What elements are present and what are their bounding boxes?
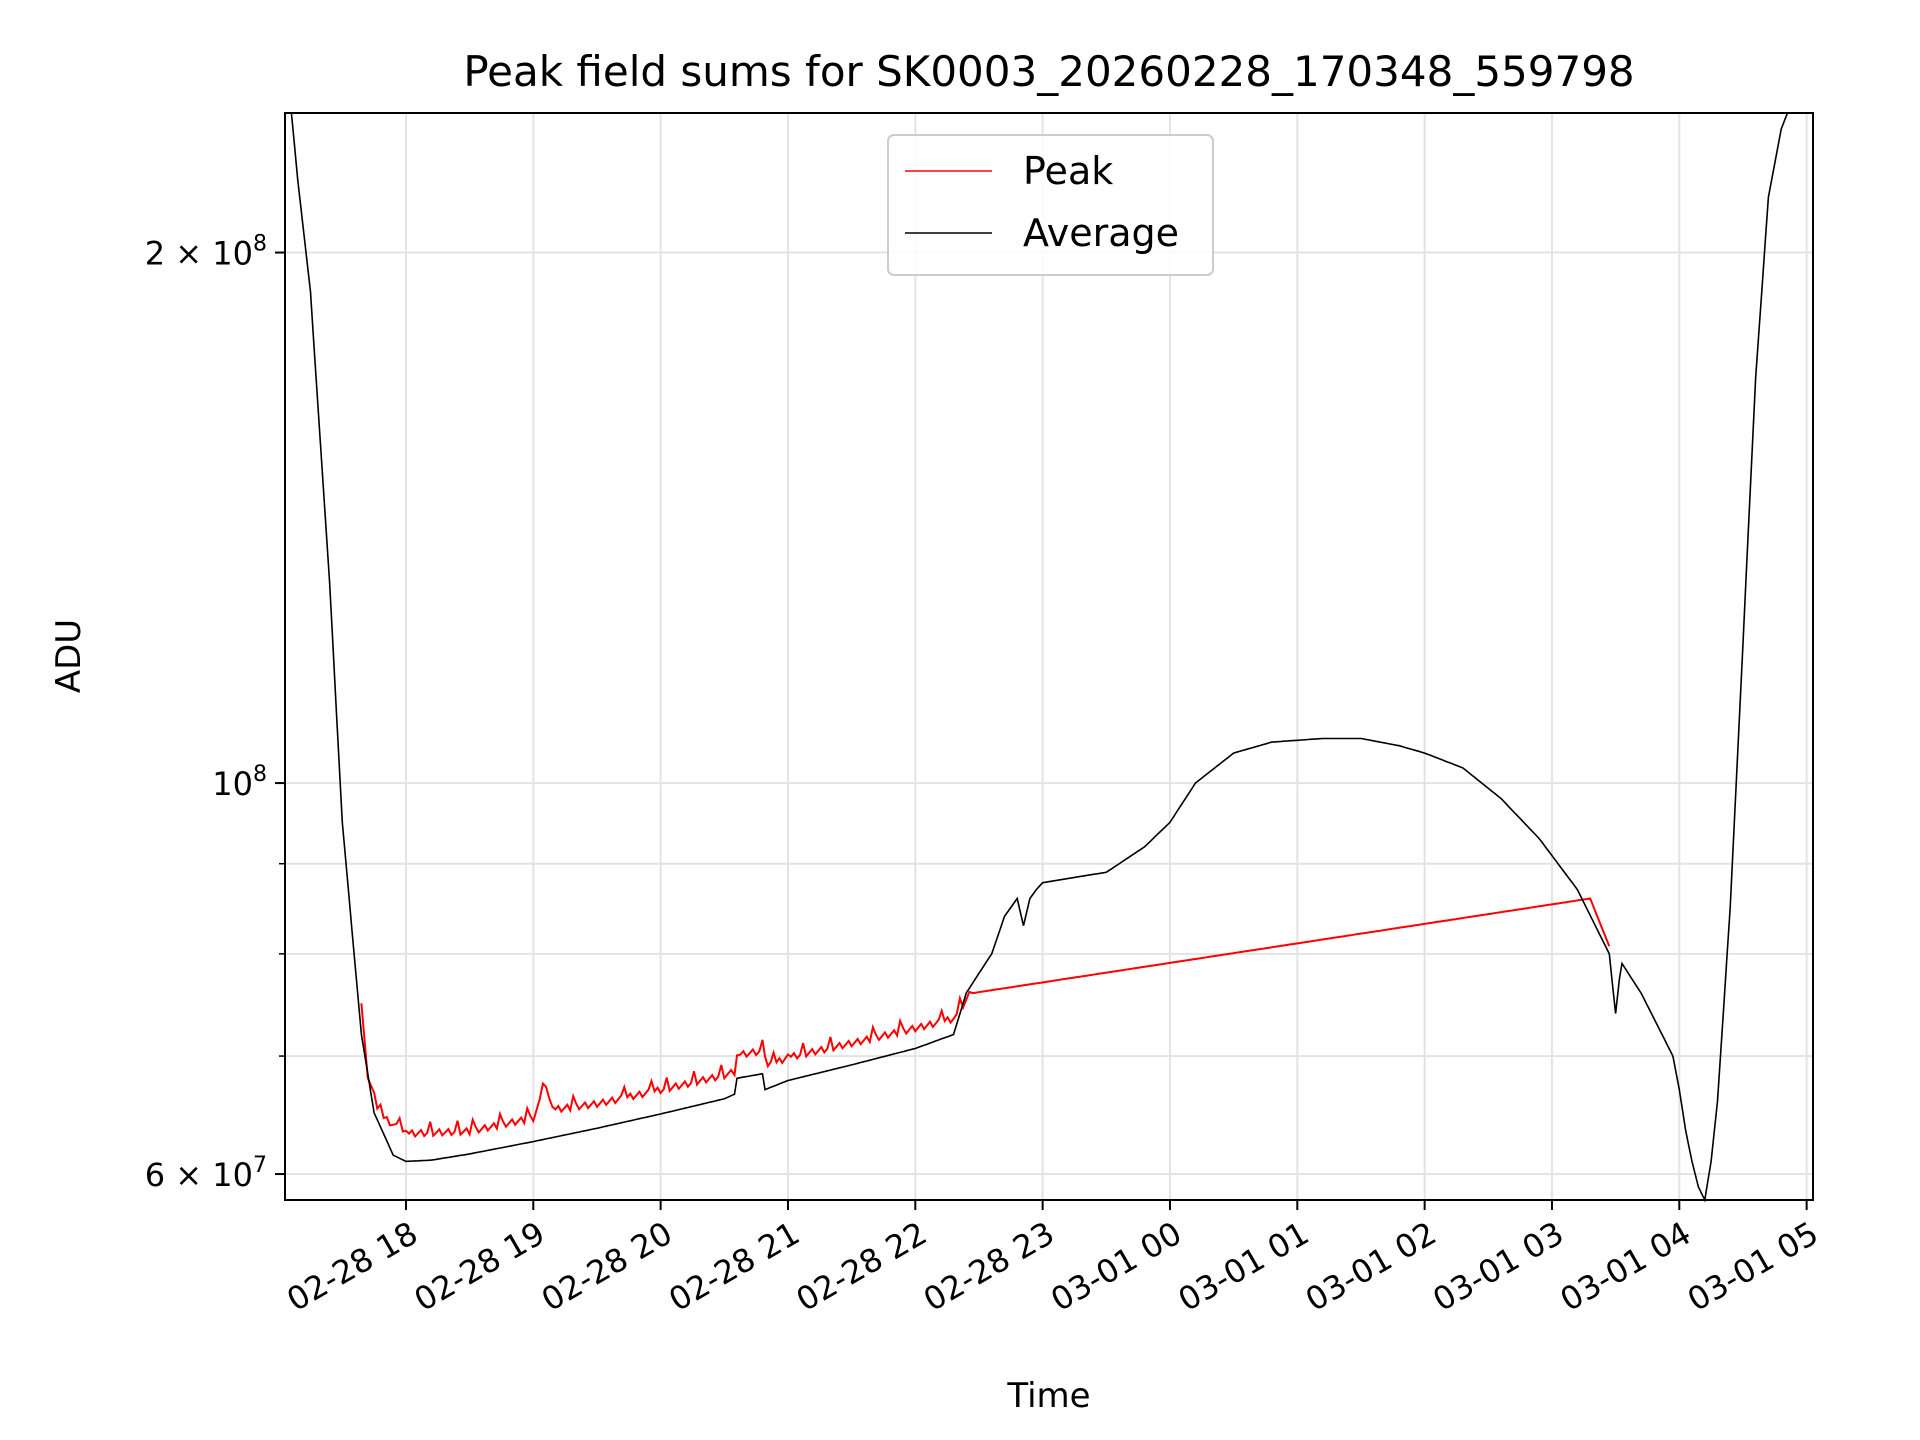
legend-average-label: Average [1023,211,1179,255]
legend: Peak Average [887,134,1214,276]
series-line-peak [360,897,1611,1139]
x-axis-label: Time [1006,1376,1090,1416]
plot-frame [284,112,1814,1201]
y-tick-label: 2 × 108 [145,232,267,273]
chart-title: Peak field sums for SK0003_20260228_1703… [463,47,1634,96]
y-tick-label: 108 [212,762,267,803]
legend-peak-label: Peak [1023,149,1113,193]
legend-box [887,134,1214,276]
series-line-average [290,112,1801,1203]
y-tick-label: 6 × 107 [145,1153,267,1194]
grid [285,113,1813,1200]
series-layer [290,112,1801,1203]
y-axis-label: ADU [49,619,89,693]
